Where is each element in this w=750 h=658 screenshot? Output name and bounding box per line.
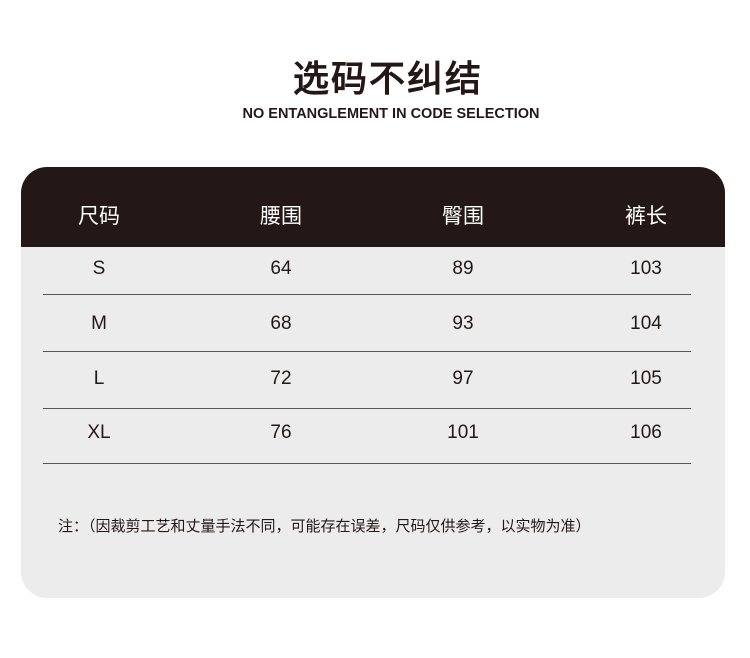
cell-length: 106 <box>630 422 662 443</box>
table-row: L 72 97 105 <box>21 368 725 398</box>
cell-waist: 64 <box>270 258 292 279</box>
cell-size: S <box>92 258 106 279</box>
cell-hip: 89 <box>452 258 474 279</box>
cell-waist: 68 <box>270 313 292 334</box>
cell-hip: 101 <box>447 422 479 443</box>
cell-length: 103 <box>630 258 662 279</box>
cell-waist: 72 <box>270 368 292 389</box>
cell-size: XL <box>87 422 111 443</box>
size-chart-table: 尺码 腰围 臀围 裤长 S 64 89 103 M 68 93 104 L 72… <box>21 167 725 598</box>
row-divider <box>43 408 691 409</box>
header-length: 裤长 <box>625 204 667 228</box>
page-title: 选码不纠结 <box>292 59 483 100</box>
cell-size: L <box>93 368 105 389</box>
cell-hip: 97 <box>452 368 474 389</box>
cell-hip: 93 <box>452 313 474 334</box>
cell-waist: 76 <box>270 422 292 443</box>
row-divider <box>43 463 691 464</box>
row-divider <box>43 294 691 295</box>
table-header: 尺码 腰围 臀围 裤长 <box>21 167 725 247</box>
table-row: M 68 93 104 <box>21 313 725 343</box>
page-subtitle: NO ENTANGLEMENT IN CODE SELECTION <box>242 106 540 122</box>
cell-length: 105 <box>630 368 662 389</box>
table-row: XL 76 101 106 <box>21 422 725 452</box>
cell-length: 104 <box>630 313 662 334</box>
measurement-note: 注：（因裁剪工艺和丈量手法不同，可能存在误差，尺码仅供参考，以实物为准） <box>58 517 591 535</box>
row-divider <box>43 351 691 352</box>
header-size: 尺码 <box>78 204 120 228</box>
header-hip: 臀围 <box>442 204 484 228</box>
cell-size: M <box>91 313 107 334</box>
table-row: S 64 89 103 <box>21 258 725 288</box>
header-waist: 腰围 <box>260 204 302 228</box>
